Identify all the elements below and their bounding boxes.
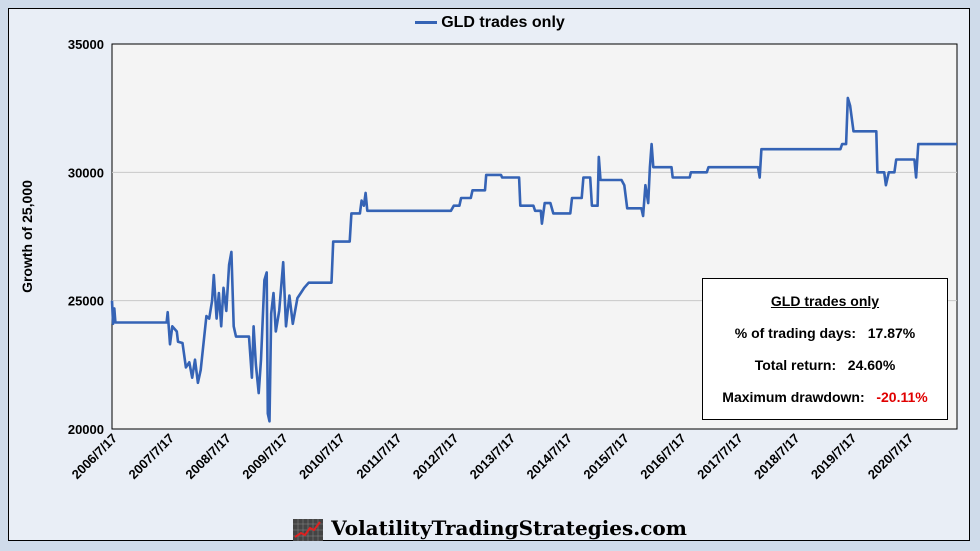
legend-label: GLD trades only: [441, 14, 565, 31]
x-tick-label-4: 2010/7/17: [296, 431, 348, 483]
x-tick-label-1: 2007/7/17: [125, 431, 177, 483]
y-axis-label: Growth of 25,000: [19, 180, 35, 293]
x-tick-label-6: 2012/7/17: [410, 431, 462, 483]
y-tick-label-3: 35000: [68, 37, 104, 52]
chart-logo-icon: [293, 518, 324, 541]
max-dd-value: -20.11%: [876, 389, 928, 405]
stats-pct-days: % of trading days: 17.87%: [703, 325, 947, 341]
pct-days-value: 17.87%: [867, 325, 916, 341]
x-tick-label-9: 2015/7/17: [580, 431, 632, 483]
x-tick-label-12: 2018/7/17: [751, 431, 803, 483]
stats-box: GLD trades only % of trading days: 17.87…: [702, 278, 948, 420]
stats-title: GLD trades only: [770, 293, 880, 309]
x-tick-label-8: 2014/7/17: [524, 431, 576, 483]
x-tick-label-3: 2009/7/17: [239, 431, 291, 483]
legend-swatch: [415, 21, 438, 25]
brand-text: VolatilityTradingStrategies.com: [331, 516, 687, 540]
x-tick-label-14: 2020/7/17: [865, 431, 917, 483]
x-tick-label-5: 2011/7/17: [353, 431, 404, 482]
x-tick-label-13: 2019/7/17: [808, 431, 860, 483]
chart-legend: GLD trades only: [0, 14, 980, 32]
brand-footer: VolatilityTradingStrategies.com: [0, 516, 980, 541]
series-line-0: [110, 96, 957, 423]
x-tick-label-11: 2017/7/17: [694, 431, 746, 483]
y-tick-label-2: 30000: [68, 165, 104, 180]
x-tick-label-0: 2006/7/17: [69, 431, 121, 483]
total-return-value: 24.60%: [847, 357, 896, 373]
max-dd-label: Maximum drawdown:: [722, 389, 865, 405]
y-tick-label-0: 20000: [68, 422, 104, 437]
x-tick-label-7: 2013/7/17: [467, 431, 519, 483]
total-return-label: Total return:: [754, 357, 837, 373]
x-tick-label-2: 2008/7/17: [182, 431, 234, 483]
stats-total-return: Total return: 24.60%: [703, 357, 947, 373]
x-tick-label-10: 2016/7/17: [637, 431, 689, 483]
pct-days-label: % of trading days:: [734, 325, 857, 341]
stats-max-drawdown: Maximum drawdown: -20.11%: [703, 389, 947, 405]
y-tick-label-1: 25000: [68, 294, 104, 309]
